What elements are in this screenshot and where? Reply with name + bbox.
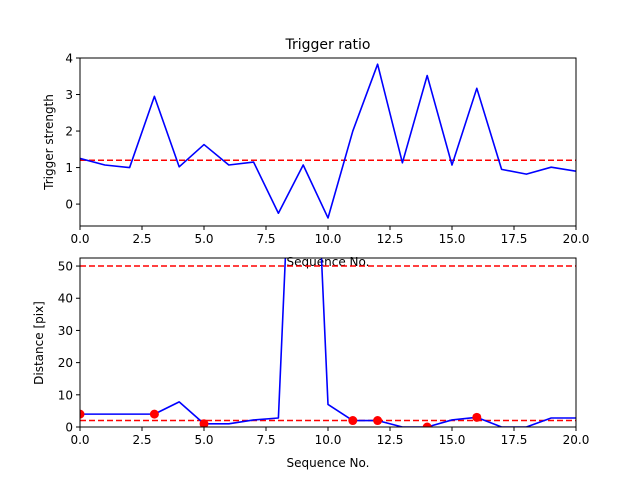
- y-tick-label: 50: [58, 260, 73, 274]
- x-tick-label: 5.0: [194, 433, 213, 447]
- y-tick-label: 40: [58, 292, 73, 306]
- data-point: [422, 422, 432, 427]
- x-tick-label: 17.5: [501, 232, 528, 246]
- series-layer: [80, 258, 576, 427]
- y-tick-label: 10: [58, 388, 73, 402]
- x-axis-label: Sequence No.: [287, 255, 370, 269]
- x-axis-label: Sequence No.: [287, 456, 370, 470]
- x-tick-label: 12.5: [377, 232, 404, 246]
- y-tick-label: 1: [65, 161, 73, 175]
- x-tick-label: 15.0: [439, 433, 466, 447]
- x-tick-label: 0.0: [70, 232, 89, 246]
- y-tick-label: 30: [58, 324, 73, 338]
- y-axis-label: Trigger strength: [42, 94, 56, 191]
- x-tick-label: 10.0: [315, 232, 342, 246]
- x-tick-label: 10.0: [315, 433, 342, 447]
- x-tick-label: 5.0: [194, 232, 213, 246]
- trigger-ratio-chart: Trigger ratio 0.0 2.5 5.0 7.5 10.0 12.5 15.0 17…: [42, 37, 589, 269]
- chart-title: Trigger ratio: [284, 37, 370, 53]
- distance-chart: 0.0 2.5 5.0 7.5 10.0 12.5 15.0 17.5 20.0 0 10 20 30…: [32, 257, 589, 470]
- y-axis-ticks: 0 10 20 30 40 50: [58, 260, 80, 435]
- y-tick-label: 0: [65, 198, 73, 212]
- plot-frame: [79, 57, 577, 227]
- x-tick-label: 7.5: [256, 232, 275, 246]
- data-point: [373, 416, 383, 426]
- y-axis-label: Distance [pix]: [32, 301, 46, 385]
- y-axis-ticks: 0 1 2 3 4: [65, 52, 80, 212]
- x-tick-label: 20.0: [563, 433, 590, 447]
- data-point: [149, 409, 159, 419]
- data-point: [472, 412, 482, 422]
- data-point: [199, 419, 209, 427]
- series-line: [80, 258, 576, 427]
- x-tick-label: 12.5: [377, 433, 404, 447]
- data-point: [348, 416, 358, 426]
- y-tick-label: 4: [65, 52, 73, 66]
- x-tick-label: 2.5: [132, 232, 151, 246]
- x-tick-label: 2.5: [132, 433, 151, 447]
- x-tick-label: 17.5: [501, 433, 528, 447]
- x-tick-label: 0.0: [70, 433, 89, 447]
- y-tick-label: 3: [65, 88, 73, 102]
- series-line: [80, 63, 576, 219]
- y-tick-label: 2: [65, 125, 73, 139]
- y-tick-label: 0: [65, 421, 73, 435]
- x-tick-label: 20.0: [563, 232, 590, 246]
- data-point: [80, 409, 85, 419]
- reference-lines: [80, 265, 576, 422]
- series-layer: [80, 63, 576, 219]
- x-tick-label: 7.5: [256, 433, 275, 447]
- y-tick-label: 20: [58, 356, 73, 370]
- x-axis-ticks: 0.0 2.5 5.0 7.5 10.0 12.5 15.0 17.5 20.0: [70, 427, 589, 447]
- x-axis-ticks: 0.0 2.5 5.0 7.5 10.0 12.5 15.0 17.5 20.0: [70, 226, 589, 246]
- x-tick-label: 15.0: [439, 232, 466, 246]
